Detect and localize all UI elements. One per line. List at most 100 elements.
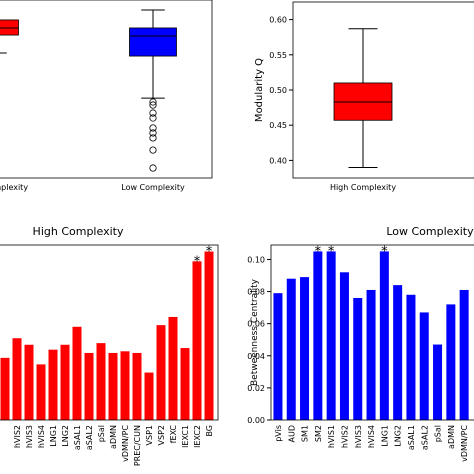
outlier — [149, 109, 157, 117]
significance-marker: * — [194, 254, 201, 269]
outlier — [149, 134, 157, 142]
plot-frame — [0, 0, 213, 179]
outlier — [149, 98, 157, 106]
x-tick-label: BG — [205, 425, 214, 437]
outlier — [149, 124, 157, 132]
x-tick-label: hVIS1 — [327, 425, 336, 448]
x-tick-label: aDMN — [447, 425, 456, 449]
bar — [446, 304, 456, 420]
bar — [60, 344, 70, 420]
x-tick-label: SM1 — [301, 425, 310, 442]
y-tick-label: 0.10 — [247, 255, 265, 264]
bar — [144, 372, 154, 420]
bar — [326, 251, 336, 420]
y-tick-label: 0.00 — [247, 416, 265, 425]
outlier — [149, 146, 157, 154]
x-tick-label: aSAL2 — [85, 425, 94, 450]
bar — [379, 251, 389, 420]
y-tick-label: 0.45 — [269, 121, 287, 130]
x-tick-label: hVIS3 — [25, 425, 34, 448]
bar — [393, 285, 403, 420]
bar — [72, 326, 82, 420]
bar — [48, 349, 58, 420]
bar — [204, 251, 214, 420]
y-tick-label: 0.55 — [269, 51, 287, 60]
x-tick-label: vDMN/PC — [121, 425, 130, 462]
box — [129, 27, 177, 57]
y-tick-label: 0.40 — [269, 156, 287, 165]
outlier — [149, 164, 157, 172]
x-tick-label: pVis — [274, 425, 283, 442]
x-tick-label: VSP1 — [145, 425, 154, 445]
y-tick-label: 0.08 — [247, 288, 265, 297]
x-tick-label: hVIS2 — [340, 425, 349, 448]
bar — [36, 364, 46, 420]
y-axis-label: Betweenness Centrality — [250, 278, 260, 386]
x-tick-label: LNG2 — [394, 425, 403, 447]
bar — [156, 325, 166, 420]
bar — [96, 343, 106, 420]
bar — [24, 344, 34, 420]
x-tick-label: SM2 — [314, 425, 323, 442]
significance-marker: * — [206, 245, 213, 260]
y-axis-label: Modularity Q — [254, 58, 265, 122]
outlier — [149, 129, 157, 137]
bar — [459, 289, 469, 420]
bar — [366, 289, 376, 420]
bar — [84, 352, 94, 420]
bar — [339, 272, 349, 420]
x-tick-label: High Complexity — [0, 183, 28, 192]
y-tick-label: 0.04 — [247, 352, 265, 361]
y-tick-label: 0.02 — [247, 384, 265, 393]
bar — [406, 294, 416, 420]
x-tick-label: VSP2 — [157, 425, 166, 445]
bar — [286, 278, 296, 420]
x-tick-label: LNG1 — [380, 425, 389, 447]
x-tick-label: AUD — [287, 425, 296, 443]
bar — [273, 293, 283, 420]
bar — [419, 312, 429, 420]
y-tick-label: 0.06 — [247, 320, 265, 329]
significance-marker: * — [381, 244, 388, 259]
bar — [433, 344, 443, 420]
x-tick-label: pSal — [97, 425, 106, 442]
bar — [12, 338, 22, 420]
bar — [120, 351, 130, 420]
x-tick-label: aDMN — [109, 425, 118, 449]
x-tick-label: lEXC1 — [181, 425, 190, 448]
x-tick-label: hVIS4 — [37, 425, 46, 448]
x-tick-label: aSAL2 — [420, 425, 429, 450]
bar — [168, 316, 178, 420]
x-tick-label: LNG1 — [49, 425, 58, 447]
x-tick-label: LNG2 — [61, 425, 70, 447]
x-tick-label: hVIS4 — [367, 425, 376, 448]
bar — [108, 352, 118, 420]
bar — [192, 261, 202, 420]
significance-marker: * — [315, 244, 322, 259]
bar — [132, 352, 142, 420]
x-tick-label: High Complexity — [330, 183, 396, 192]
x-tick-label: pSal — [434, 425, 443, 442]
bar — [300, 277, 310, 420]
bar — [0, 357, 10, 420]
x-tick-label: lEXC2 — [193, 425, 202, 448]
x-tick-label: vDMN/PC — [460, 425, 469, 462]
x-tick-label: hVIS2 — [13, 425, 22, 448]
y-tick-label: 0.50 — [269, 86, 287, 95]
chart-title: Low Complexity — [386, 225, 474, 238]
x-tick-label: Low Complexity — [121, 183, 185, 192]
plot-frame — [0, 244, 219, 421]
outlier — [149, 114, 157, 122]
chart-title: High Complexity — [33, 225, 124, 238]
x-tick-label: PREC/CUN — [133, 425, 142, 466]
bar — [180, 348, 190, 420]
bar — [313, 251, 323, 420]
x-tick-label: aSAL1 — [407, 425, 416, 450]
significance-marker: * — [328, 244, 335, 259]
y-tick-label: 0.60 — [269, 16, 287, 25]
x-tick-label: hVIS3 — [354, 425, 363, 448]
x-tick-label: aSAL1 — [73, 425, 82, 450]
plot-frame — [292, 1, 474, 179]
outlier — [149, 101, 157, 109]
